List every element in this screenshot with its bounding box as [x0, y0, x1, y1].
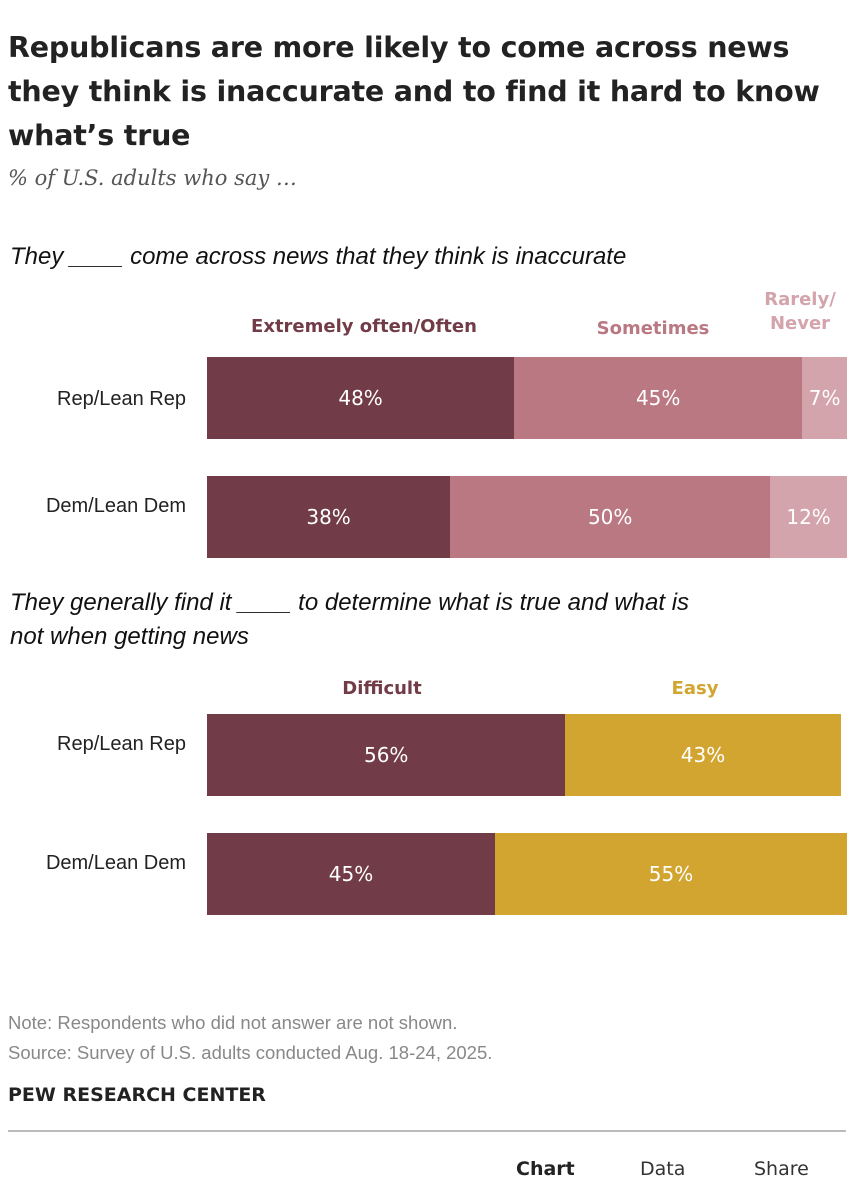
panel1-title: They ____ come across news that they thi… — [10, 243, 627, 270]
panel2-title: They generally find it ____ to determine… — [10, 589, 690, 650]
tab-chart[interactable]: Chart — [516, 1158, 575, 1180]
seg-dem-difficult: 45% — [207, 833, 495, 915]
seg-rep-sometimes: 45% — [514, 357, 803, 439]
seg-rep-often: 48% — [207, 357, 515, 439]
source-text: Source: Survey of U.S. adults conducted … — [8, 1042, 493, 1063]
org-logo-text: PEW RESEARCH CENTER — [8, 1084, 266, 1106]
seg-dem-sometimes: 50% — [450, 476, 771, 558]
note-text: Note: Respondents who did not answer are… — [8, 1012, 458, 1033]
chart-title: Republicans are more likely to come acro… — [8, 31, 820, 152]
bar-dem-truth: 45% 55% — [207, 833, 847, 915]
seg-dem-rarely: 12% — [770, 476, 847, 558]
seg-rep-easy: 43% — [565, 714, 841, 796]
row-label-rep: Rep/Lean Rep — [57, 388, 186, 410]
legend-rarely: Rarely/ Never — [764, 289, 836, 334]
bar-rep-truth: 56% 43% — [207, 714, 847, 796]
seg-dem-often: 38% — [207, 476, 451, 558]
row-label-rep-2: Rep/Lean Rep — [57, 733, 186, 755]
tab-share[interactable]: Share — [754, 1158, 809, 1180]
bar-dem-news: 38% 50% 12% — [207, 476, 847, 558]
footer-divider — [8, 1130, 846, 1132]
legend-easy: Easy — [671, 678, 719, 699]
seg-rep-difficult: 56% — [207, 714, 566, 796]
legend-sometimes: Sometimes — [596, 318, 710, 339]
seg-dem-easy: 55% — [495, 833, 847, 915]
legend-difficult: Difficult — [342, 678, 422, 699]
bar-rep-news: 48% 45% 7% — [207, 357, 847, 439]
tab-data[interactable]: Data — [640, 1158, 686, 1180]
seg-rep-rarely: 7% — [802, 357, 847, 439]
row-label-dem-2: Dem/Lean Dem — [45, 852, 186, 874]
chart-subtitle: % of U.S. adults who say … — [8, 166, 297, 190]
legend-often: Extremely often/Often — [251, 316, 477, 337]
row-label-dem: Dem/Lean Dem — [45, 495, 186, 517]
